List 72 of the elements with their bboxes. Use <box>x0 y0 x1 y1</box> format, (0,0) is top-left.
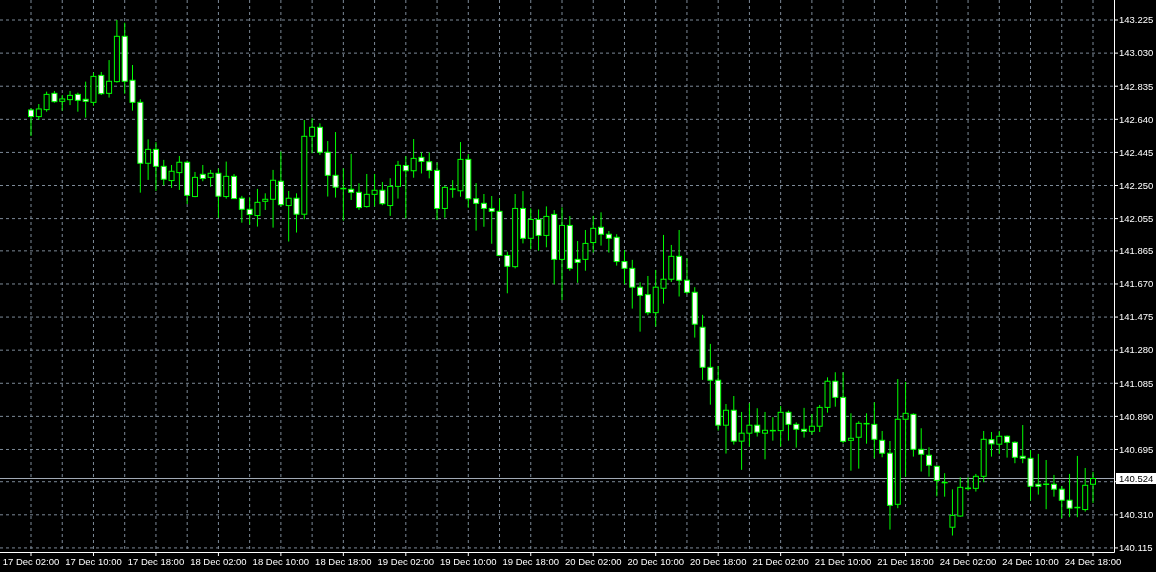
candlestick <box>722 403 729 455</box>
x-tick-label: 19 Dec 02:00 <box>377 556 435 567</box>
candlestick <box>808 413 815 436</box>
candlestick <box>879 430 886 458</box>
candlestick <box>231 173 238 200</box>
x-tick-label: 18 Dec 18:00 <box>315 556 372 567</box>
candlestick <box>28 107 34 137</box>
y-tick-label: 143.225 <box>1119 14 1154 26</box>
candlestick <box>676 229 683 298</box>
candlestick <box>309 117 316 154</box>
y-tick-label: 141.865 <box>1119 245 1154 257</box>
x-tick-label: 20 Dec 02:00 <box>564 556 622 567</box>
candlestick <box>762 411 769 460</box>
ref-line-label: 140.524 <box>1119 472 1154 484</box>
y-tick-label: 142.445 <box>1119 146 1154 158</box>
candlestick <box>395 160 402 200</box>
x-tick-label: 19 Dec 18:00 <box>502 556 560 567</box>
y-tick-label: 142.835 <box>1119 80 1154 92</box>
y-tick-label: 141.280 <box>1119 344 1154 356</box>
y-tick-label: 143.030 <box>1119 47 1154 59</box>
y-tick-label: 140.695 <box>1119 443 1154 455</box>
candlestick <box>67 90 74 106</box>
y-tick-label: 141.085 <box>1119 377 1154 389</box>
candlestick <box>277 151 284 208</box>
candlestick <box>605 230 612 254</box>
candlestick <box>145 138 152 181</box>
y-tick-label: 141.475 <box>1119 311 1154 323</box>
y-tick-label: 140.890 <box>1119 410 1154 422</box>
candlestick <box>355 182 362 211</box>
candlestick <box>637 281 644 333</box>
y-tick-label: 140.115 <box>1119 542 1153 554</box>
candlestick <box>441 185 448 219</box>
y-tick-label: 140.310 <box>1119 509 1154 521</box>
candlestick <box>801 407 808 439</box>
x-tick-label: 18 Dec 10:00 <box>252 556 310 567</box>
candlestick <box>270 169 277 229</box>
x-tick-label: 17 Dec 10:00 <box>65 556 122 567</box>
candlestick <box>106 59 113 99</box>
candlestick <box>683 257 690 295</box>
x-tick-label: 21 Dec 02:00 <box>752 556 809 567</box>
candlestick <box>855 420 862 470</box>
candlestick <box>871 401 878 459</box>
x-tick-label: 24 Dec 02:00 <box>939 556 997 567</box>
candlestick <box>644 275 651 316</box>
y-tick-label: 142.250 <box>1119 179 1154 191</box>
candlestick <box>1090 471 1096 504</box>
candlestick <box>152 141 159 192</box>
candlestick <box>590 215 597 254</box>
x-tick-label: 18 Dec 02:00 <box>190 556 247 567</box>
y-tick-label: 142.640 <box>1119 113 1154 125</box>
x-tick-label: 21 Dec 18:00 <box>877 556 934 567</box>
candlestick <box>926 446 933 478</box>
x-tick-label: 24 Dec 10:00 <box>1002 556 1059 567</box>
candlestick <box>74 92 81 113</box>
x-tick-label: 17 Dec 18:00 <box>127 556 185 567</box>
candlestick <box>473 182 480 232</box>
candlestick <box>1011 440 1018 464</box>
x-tick-label: 21 Dec 10:00 <box>814 556 872 567</box>
x-tick-label: 19 Dec 10:00 <box>440 556 497 567</box>
candlestick <box>191 171 198 198</box>
candlestick <box>1050 474 1057 498</box>
x-tick-label: 20 Dec 18:00 <box>689 556 747 567</box>
x-tick-label: 24 Dec 18:00 <box>1064 556 1122 567</box>
candlestick <box>933 465 940 497</box>
x-tick-label: 20 Dec 10:00 <box>627 556 684 567</box>
y-tick-label: 142.055 <box>1119 212 1154 224</box>
candlestick <box>480 193 487 228</box>
candlestick <box>847 412 854 472</box>
candlestick <box>348 153 355 201</box>
y-tick-label: 141.670 <box>1119 278 1154 290</box>
x-tick-label: 17 Dec 02:00 <box>2 556 60 567</box>
candlestick <box>598 211 605 247</box>
